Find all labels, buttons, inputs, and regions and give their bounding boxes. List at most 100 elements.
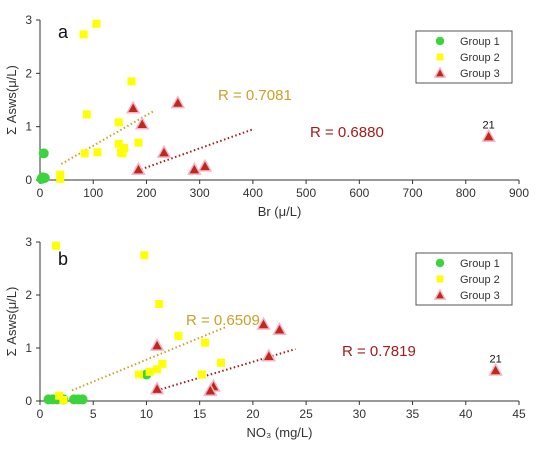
legend-box [415, 252, 513, 306]
point-group-3 [488, 362, 503, 376]
legend-marker-group-1 [435, 258, 445, 268]
point-group-3 [131, 161, 146, 175]
point-group-2 [56, 170, 65, 179]
point-group-3 [187, 161, 202, 175]
point-group-2 [114, 139, 123, 148]
point-group-1 [39, 172, 50, 183]
point-group-3 [125, 100, 141, 114]
point-group-2 [216, 358, 225, 367]
x-tick-label: 300 [190, 186, 210, 200]
point-group-2 [51, 241, 60, 250]
point-group-2 [93, 148, 102, 157]
point-group-3 [272, 321, 287, 335]
point-group-2 [118, 149, 127, 158]
x-tick-label: 100 [83, 186, 103, 200]
x-axis-label: Br (μ/L) [258, 204, 302, 219]
y-tick-label: 0 [25, 394, 32, 408]
point-group-3 [261, 348, 277, 362]
x-tick-label: 40 [459, 407, 473, 421]
x-tick-label: 200 [136, 186, 156, 200]
point-group-3 [197, 158, 213, 172]
point-group-2 [140, 251, 149, 260]
point-group-1 [38, 148, 49, 159]
legend-marker-group-3 [433, 66, 447, 78]
point-group-3 [134, 116, 150, 130]
legend-marker-group-1 [435, 36, 445, 46]
point-annotation: 21 [483, 119, 495, 131]
x-tick-label: 10 [140, 407, 154, 421]
x-axis-label: NO₃ (mg/L) [247, 425, 313, 440]
point-group-3 [156, 144, 172, 158]
point-group-2 [174, 331, 183, 340]
point-group-2 [59, 395, 68, 404]
y-tick-label: 0 [25, 173, 32, 187]
y-axis-label: Σ Asws(μ/L) [4, 65, 19, 135]
point-group-1 [77, 394, 88, 405]
legend-marker-group-2 [436, 275, 444, 283]
point-group-2 [114, 118, 123, 127]
point-group-2 [200, 338, 209, 347]
point-group-3 [481, 128, 496, 142]
fit-label-group-2: R = 0.6509 [186, 312, 260, 329]
point-group-2 [134, 370, 143, 379]
legend-label: Group 1 [460, 258, 500, 270]
x-tick-label: 30 [353, 407, 367, 421]
legend-label: Group 1 [460, 36, 500, 48]
point-group-2 [120, 144, 129, 152]
point-group-3 [170, 95, 186, 109]
y-tick-label: 3 [25, 235, 32, 249]
x-tick-label: 35 [406, 407, 420, 421]
y-tick-label: 2 [25, 66, 32, 80]
x-tick-label: 25 [299, 407, 313, 421]
panel-label: a [58, 22, 69, 42]
y-tick-label: 1 [25, 341, 32, 355]
y-tick-label: 3 [25, 13, 32, 27]
y-tick-label: 1 [25, 120, 32, 134]
legend-label: Group 3 [460, 290, 500, 302]
fit-line-group-3 [156, 348, 296, 392]
legend-marker-group-3 [433, 288, 447, 300]
x-tick-label: 600 [349, 186, 369, 200]
point-group-2 [79, 30, 88, 39]
point-annotation: 21 [489, 353, 501, 365]
fit-label-group-3: R = 0.7819 [342, 343, 416, 360]
x-tick-label: 900 [509, 186, 529, 200]
legend-label: Group 2 [460, 52, 500, 64]
point-group-2 [158, 359, 167, 368]
point-group-2 [155, 300, 164, 309]
point-group-2 [56, 174, 65, 183]
x-tick-label: 5 [90, 407, 97, 421]
legend-box [415, 30, 513, 84]
x-tick-label: 15 [193, 407, 207, 421]
point-group-2 [134, 138, 143, 147]
point-group-3 [149, 337, 165, 351]
legend-label: Group 2 [460, 274, 500, 286]
point-group-2 [82, 110, 91, 119]
point-group-2 [153, 365, 162, 374]
point-group-2 [80, 149, 89, 158]
x-tick-label: 700 [403, 186, 423, 200]
x-tick-label: 800 [456, 186, 476, 200]
point-group-2 [197, 370, 206, 379]
x-tick-label: 0 [37, 186, 44, 200]
y-axis-label: Σ Asws(μ/L) [4, 287, 19, 357]
point-group-2 [55, 391, 64, 400]
x-tick-label: 20 [246, 407, 260, 421]
point-group-3 [256, 316, 271, 330]
point-group-3 [149, 381, 165, 395]
x-tick-label: 45 [512, 407, 526, 421]
x-tick-label: 0 [37, 407, 44, 421]
fit-label-group-3: R = 0.6880 [310, 124, 384, 141]
fit-line-group-2 [60, 109, 155, 165]
fit-line-group-2 [71, 325, 227, 392]
fit-line-group-3 [140, 128, 254, 171]
fit-label-group-2: R = 0.7081 [218, 87, 292, 104]
x-tick-label: 500 [296, 186, 316, 200]
point-group-2 [127, 77, 136, 86]
legend-label: Group 3 [460, 68, 500, 80]
y-tick-label: 2 [25, 288, 32, 302]
panel-label: b [58, 249, 68, 269]
x-tick-label: 400 [243, 186, 263, 200]
point-group-2 [145, 367, 154, 376]
